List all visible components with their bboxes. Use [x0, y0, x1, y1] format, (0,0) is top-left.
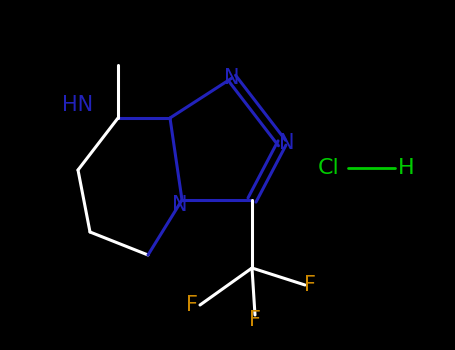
Text: F: F: [304, 275, 316, 295]
Text: F: F: [249, 310, 261, 330]
Text: N: N: [279, 133, 295, 153]
Text: N: N: [172, 195, 188, 215]
Text: N: N: [224, 68, 240, 88]
Text: F: F: [186, 295, 198, 315]
Text: H: H: [398, 158, 415, 178]
Text: Cl: Cl: [318, 158, 340, 178]
Text: HN: HN: [62, 95, 94, 115]
